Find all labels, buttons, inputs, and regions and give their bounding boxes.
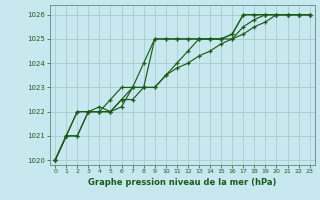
X-axis label: Graphe pression niveau de la mer (hPa): Graphe pression niveau de la mer (hPa): [88, 178, 276, 187]
